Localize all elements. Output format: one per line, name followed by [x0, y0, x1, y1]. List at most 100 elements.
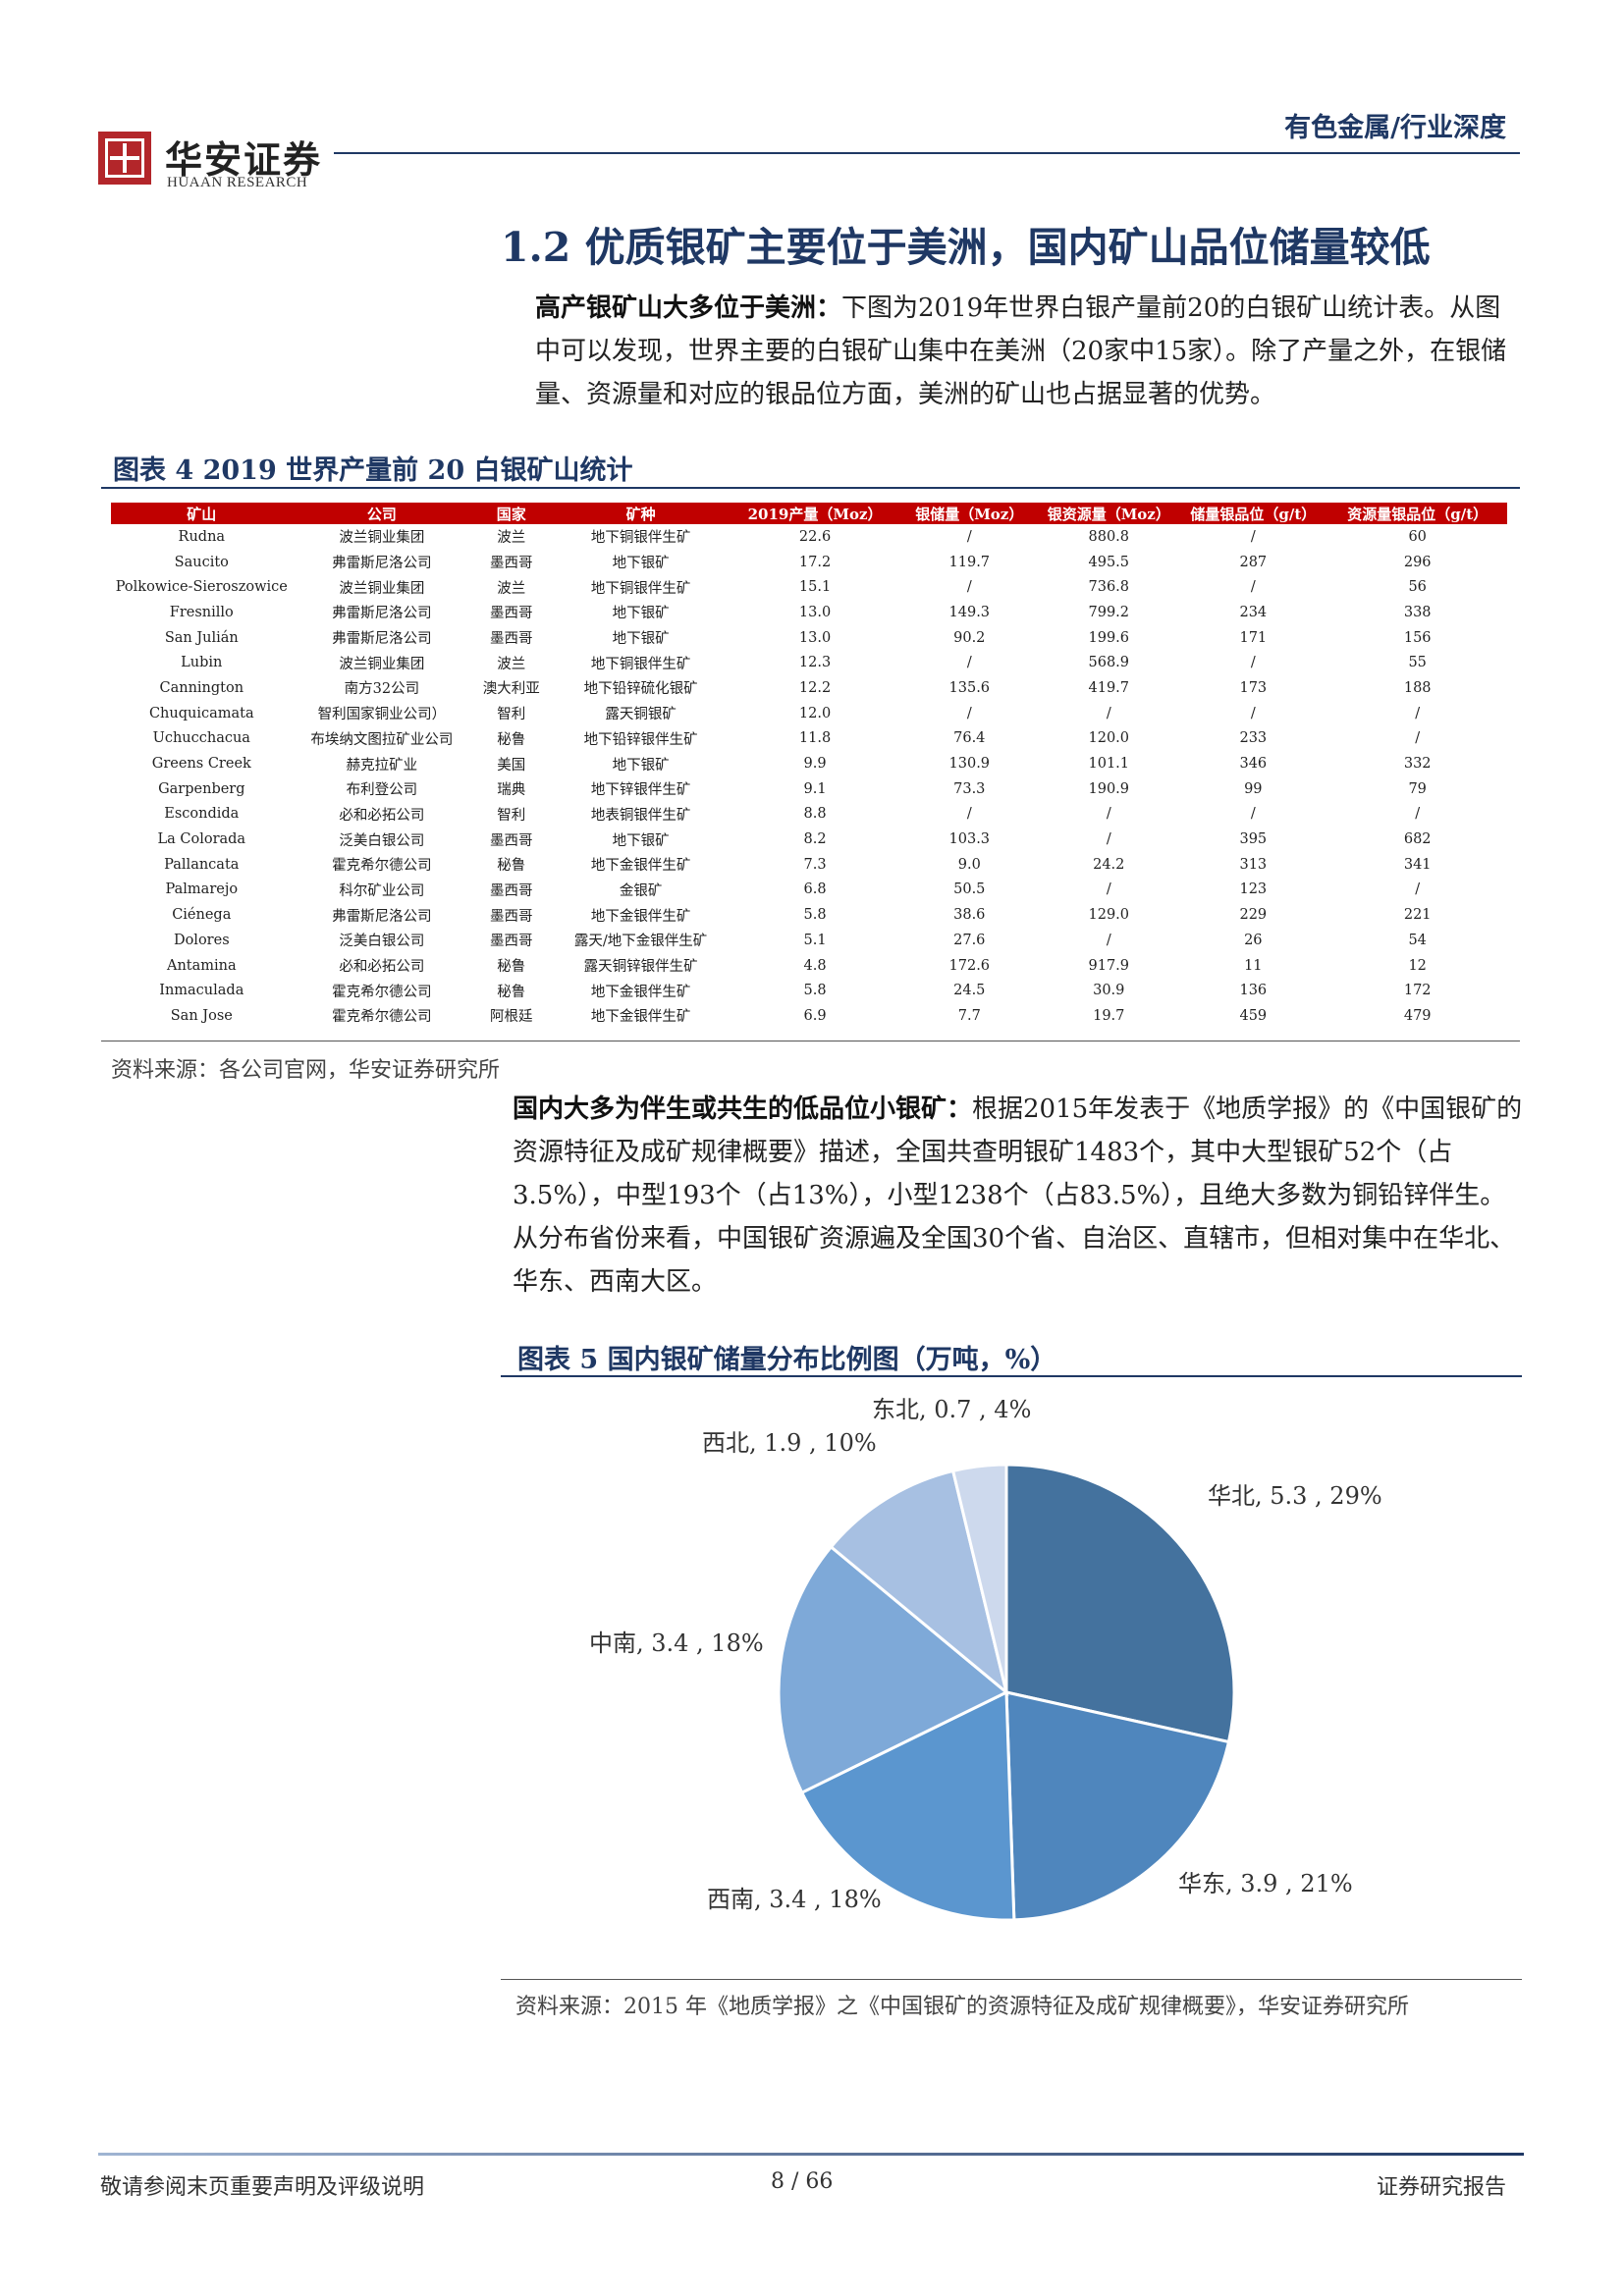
table-cell: 17.2	[798, 554, 832, 570]
table-cell: 墨西哥	[489, 631, 533, 648]
table-cell: /	[966, 579, 972, 596]
table-cell: 墨西哥	[489, 934, 533, 950]
table-header-cell: 资源量银品位（g/t）	[1327, 503, 1507, 524]
table-cell: 5.8	[803, 907, 827, 924]
table-cell: 190.9	[1088, 780, 1130, 797]
table-header-cell: 公司	[292, 503, 472, 524]
pie-data-label: 西北, 1.9 , 10%	[702, 1429, 877, 1457]
company-logo-icon	[98, 132, 151, 185]
table-cell: 6.9	[803, 1007, 827, 1024]
table-header-cell: 银储量（Moz）	[899, 503, 1040, 524]
table-cell: 地下金银伴生矿	[590, 858, 691, 875]
table-row: Chuquicamata 智利国家铜业公司） 智利 露天铜银矿 12.0 / / / /	[111, 701, 1507, 726]
table-row: San Jose 霍克希尔德公司 阿根廷 地下金银伴生矿 6.9 7.7 19.7 459 47…	[111, 1003, 1507, 1029]
table-cell: Dolores	[173, 932, 230, 948]
table-cell: /	[1415, 806, 1421, 823]
table-cell: /	[966, 705, 972, 721]
intro-body: 下图为2019年世界白银产量前20的白银矿山统计表。从图中可以发现，世界主要的白…	[535, 294, 1507, 409]
table-cell: 27.6	[953, 932, 986, 948]
table-cell: /	[1106, 705, 1111, 721]
table-cell: Palmarejo	[165, 881, 239, 898]
table-cell: 霍克希尔德公司	[332, 858, 432, 875]
table-cell: 12.2	[798, 679, 832, 696]
figure-4-title: 图表 4 2019 世界产量前 20 白银矿山统计	[113, 455, 633, 486]
table-cell: 地下铜银伴生矿	[590, 656, 691, 672]
table-cell: Fresnillo	[169, 604, 234, 620]
table-row: Palmarejo 科尔矿业公司 墨西哥 金银矿 6.8 50.5 / 123 /	[111, 878, 1507, 903]
table-cell: /	[1250, 655, 1256, 671]
table-cell: 568.9	[1088, 655, 1130, 671]
table-row: Lubin 波兰铜业集团 波兰 地下铜银伴生矿 12.3 / 568.9 / 55	[111, 650, 1507, 675]
table-cell: 地下铜银伴生矿	[590, 530, 691, 547]
table-cell: 8.8	[803, 806, 827, 823]
table-cell: 233	[1239, 730, 1268, 747]
table-cell: 173	[1239, 679, 1268, 696]
table-cell: 秘鲁	[497, 984, 526, 1000]
table-cell: Chuquicamata	[148, 705, 254, 721]
table-cell: 90.2	[953, 629, 986, 646]
table-cell: 917.9	[1088, 957, 1130, 974]
table-cell: 101.1	[1088, 756, 1130, 773]
section-title: 1.2 优质银矿主要位于美洲，国内矿山品位储量较低	[501, 224, 1431, 271]
table-cell: Greens Creek	[151, 756, 251, 773]
table-cell: 露天/地下金银伴生矿	[573, 934, 708, 950]
report-category: 有色金属/行业深度	[1284, 113, 1506, 143]
table-cell: 露天铜锌银伴生矿	[583, 959, 698, 976]
table-cell: 墨西哥	[489, 832, 533, 849]
table-cell: 弗雷斯尼洛公司	[332, 908, 432, 925]
table-cell: 56	[1408, 579, 1427, 596]
table-cell: 墨西哥	[489, 556, 533, 572]
table-cell: 5.8	[803, 983, 827, 999]
domestic-lead: 国内大多为伴生或共生的低品位小银矿：	[513, 1095, 973, 1124]
table-cell: Rudna	[178, 528, 226, 545]
domestic-paragraph: 国内大多为伴生或共生的低品位小银矿：根据2015年发表于《地质学报》的《中国银矿…	[513, 1088, 1526, 1304]
table-cell: /	[1415, 730, 1421, 747]
table-cell: /	[1106, 932, 1111, 948]
table-cell: 38.6	[953, 907, 986, 924]
table-row: Rudna 波兰铜业集团 波兰 地下铜银伴生矿 22.6 / 880.8 / 60	[111, 524, 1507, 550]
table-cell: 495.5	[1088, 554, 1130, 570]
table-cell: 419.7	[1088, 679, 1130, 696]
pie-data-label: 东北, 0.7 , 4%	[872, 1396, 1031, 1423]
table-cell: 682	[1403, 831, 1432, 848]
table-cell: 瑞典	[497, 782, 526, 799]
table-cell: 479	[1403, 1007, 1432, 1024]
silver-reserve-pie-chart: 华北, 5.3 , 29% 华东, 3.9 , 21% 西南, 3.4 , 18% 中…	[589, 1396, 1382, 1922]
table-cell: /	[966, 528, 972, 545]
table-cell: San Julián	[164, 629, 239, 646]
table-cell: La Colorada	[157, 831, 246, 848]
table-cell: /	[1250, 806, 1256, 823]
table-cell: Saucito	[174, 554, 229, 570]
table-cell: San Jose	[170, 1007, 233, 1024]
table-row: Garpenberg 布利登公司 瑞典 地下锌银伴生矿 9.1 73.3 190.9 99 79	[111, 776, 1507, 802]
table-cell: 地下金银伴生矿	[590, 1009, 691, 1026]
table-cell: 必和必拓公司	[339, 807, 425, 824]
table-row: Escondida 必和必拓公司 智利 地表铜银伴生矿 8.8 / / / /	[111, 802, 1507, 828]
table-header-cell: 矿山	[111, 503, 293, 524]
table-cell: 73.3	[953, 780, 986, 797]
table-header-cell: 国家	[471, 503, 552, 524]
table-cell: 布埃纳文图拉矿业公司	[310, 731, 454, 748]
table-cell: 188	[1403, 679, 1432, 696]
table-row: Cannington 南方32公司 澳大利亚 地下铅锌硫化银矿 12.2 135.6 419…	[111, 675, 1507, 701]
table-cell: /	[1250, 579, 1256, 596]
table-cell: 地下银矿	[612, 556, 670, 572]
table-cell: 332	[1403, 756, 1432, 773]
table-cell: 9.0	[957, 856, 981, 873]
table-body: Rudna 波兰铜业集团 波兰 地下铜银伴生矿 22.6/880.8/60 Saucito…	[111, 524, 1507, 1029]
domestic-body: 根据2015年发表于《地质学报》的《中国银矿的资源特征及成矿规律概要》描述，全国…	[513, 1095, 1523, 1297]
table-cell: 美国	[497, 757, 526, 774]
table-cell: /	[1415, 705, 1421, 721]
pie-slice-西南	[799, 1689, 1016, 1922]
table-cell: 171	[1239, 629, 1268, 646]
table-cell: 799.2	[1088, 604, 1130, 620]
table-cell: 7.7	[957, 1007, 981, 1024]
pie-data-label: 华北, 5.3 , 29%	[1208, 1482, 1382, 1510]
table-cell: 地下银矿	[612, 757, 670, 774]
table-cell: /	[966, 655, 972, 671]
intro-lead: 高产银矿山大多位于美洲：	[535, 294, 842, 323]
table-cell: 赫克拉矿业	[346, 757, 418, 774]
table-cell: 12	[1408, 957, 1427, 974]
table-cell: Inmaculada	[159, 983, 244, 999]
table-header-cell: 矿种	[551, 503, 731, 524]
